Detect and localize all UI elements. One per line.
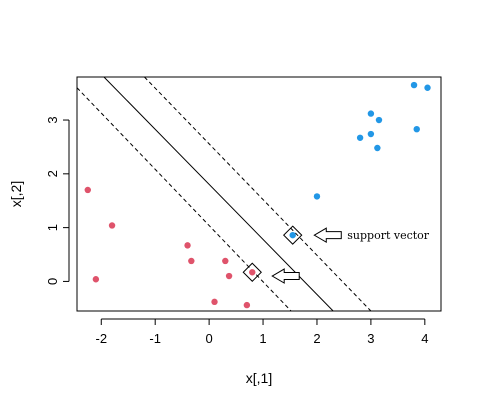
x-tick-label: -1 bbox=[149, 331, 161, 346]
support-vector-marker bbox=[242, 262, 262, 282]
class-a-point bbox=[92, 276, 100, 283]
y-tick-label: 0 bbox=[45, 278, 60, 285]
separator-lines bbox=[77, 77, 372, 311]
class-b-point bbox=[375, 116, 383, 124]
x-tick-label: -2 bbox=[95, 331, 107, 346]
class-b-point bbox=[289, 231, 296, 239]
x-tick-label: 1 bbox=[259, 331, 266, 346]
class-b-point bbox=[367, 130, 375, 138]
class-b-point bbox=[313, 193, 321, 200]
plot-frame bbox=[76, 76, 442, 312]
decision-boundary-line bbox=[103, 77, 334, 311]
margin-line bbox=[77, 87, 292, 311]
class-a-point bbox=[243, 301, 251, 309]
y-tick-label: 2 bbox=[45, 170, 60, 177]
class-a-point bbox=[211, 298, 218, 306]
margin-line bbox=[144, 77, 372, 311]
class-b-point bbox=[410, 81, 418, 89]
support-vector-markers bbox=[242, 225, 303, 282]
x-axis: -2 -1 0 1 2 3 4 bbox=[95, 318, 428, 346]
class-b-point bbox=[413, 125, 420, 133]
class-a-point bbox=[184, 242, 191, 249]
class-b-point bbox=[374, 144, 381, 152]
x-tick-label: 0 bbox=[206, 331, 213, 346]
class-a-point bbox=[222, 257, 229, 265]
class-a-point bbox=[84, 186, 91, 194]
class-a-point bbox=[108, 222, 116, 229]
y-tick-label: 3 bbox=[45, 116, 60, 123]
y-tick-label: 1 bbox=[45, 224, 60, 231]
data-points bbox=[84, 81, 431, 309]
support-vector-marker bbox=[282, 225, 303, 245]
class-a-point bbox=[225, 272, 233, 280]
support-vector-label: support vector bbox=[347, 229, 430, 242]
class-b-point bbox=[367, 110, 375, 117]
annotations: support vector bbox=[271, 227, 430, 284]
class-b-point bbox=[424, 84, 431, 91]
x-tick-label: 3 bbox=[367, 331, 374, 346]
x-tick-label: 2 bbox=[313, 331, 320, 346]
x-axis-label: x[,1] bbox=[246, 370, 272, 386]
annotation-arrow bbox=[313, 227, 342, 244]
x-tick-label: 4 bbox=[421, 331, 428, 346]
class-b-point bbox=[356, 134, 364, 141]
class-a-point bbox=[249, 269, 256, 276]
annotation-arrow bbox=[271, 268, 300, 284]
y-axis: 0 1 2 3 bbox=[45, 116, 70, 285]
class-a-point bbox=[188, 257, 195, 265]
y-axis-label: x[,2] bbox=[8, 181, 24, 207]
